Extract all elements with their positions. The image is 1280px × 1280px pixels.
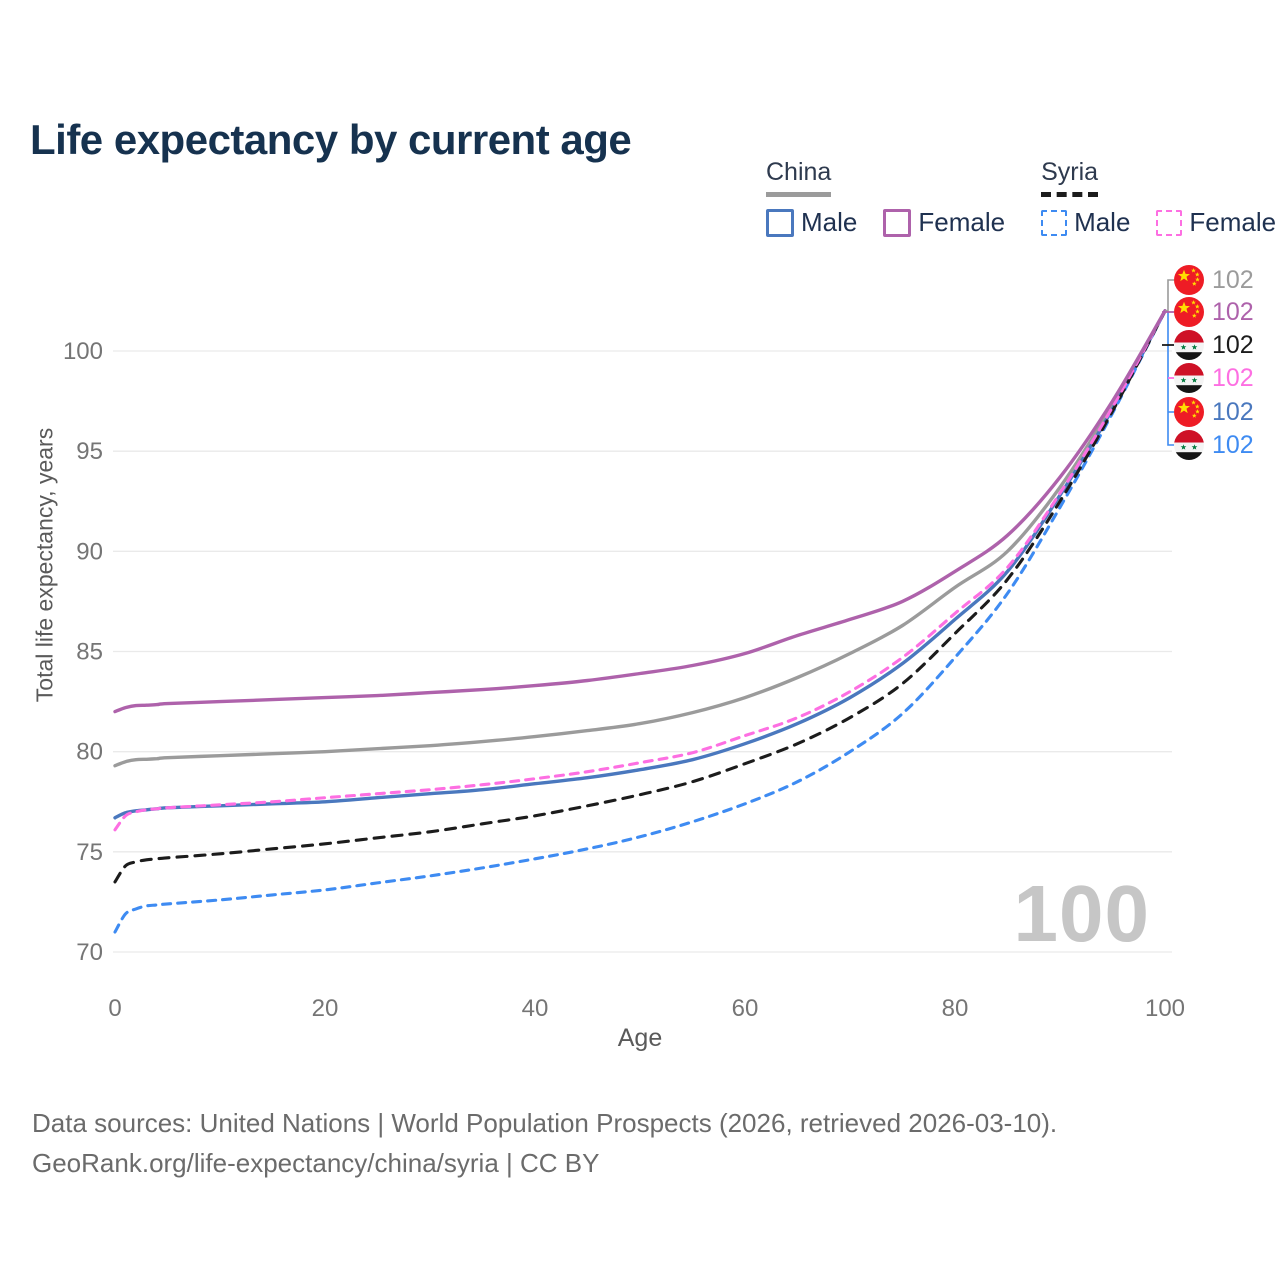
y-tick-label: 95	[76, 438, 103, 465]
leader-line	[1165, 279, 1174, 312]
syria-flag-icon	[1174, 363, 1204, 393]
syria-male-swatch-icon	[1041, 209, 1068, 236]
series-end-value: 102	[1212, 298, 1254, 326]
y-tick-label: 90	[76, 538, 103, 565]
legend-china-label: China	[766, 158, 832, 186]
china-underline	[766, 192, 832, 197]
legend-item-label: Female	[1189, 207, 1277, 237]
china-female-swatch-icon	[883, 208, 912, 237]
series-end-label-syria_all: 102	[1174, 330, 1254, 360]
x-axis-title: Age	[617, 1024, 663, 1052]
legend-item-china-male[interactable]: Male	[766, 207, 857, 238]
china-flag-icon	[1174, 297, 1204, 327]
y-tick-label: 80	[76, 739, 103, 766]
legend-item-label: Female	[918, 207, 1006, 237]
y-tick-label: 100	[63, 338, 103, 365]
series-end-value: 102	[1212, 398, 1254, 426]
legend-syria-items: Male Female	[1041, 207, 1276, 238]
legend-item-syria-male[interactable]: Male	[1041, 207, 1130, 238]
syria-underline	[1041, 192, 1099, 197]
x-tick-label: 20	[312, 995, 339, 1022]
series-end-value: 102	[1212, 431, 1254, 459]
y-axis-title: Total life expectancy, years	[31, 427, 58, 703]
x-tick-label: 80	[942, 995, 969, 1022]
footer-attribution-link[interactable]: GeoRank.org/life-expectancy/china/syria …	[32, 1148, 600, 1178]
series-line-china_male[interactable]	[113, 309, 1167, 820]
x-tick-label: 0	[108, 995, 121, 1022]
legend-group-syria: Syria Male Female	[1041, 158, 1276, 238]
series-line-china_female[interactable]	[113, 309, 1167, 714]
series-end-label-syria_female: 102	[1174, 363, 1254, 393]
series-line-syria_male[interactable]	[113, 309, 1167, 934]
syria-flag-icon	[1174, 430, 1204, 460]
series-end-label-china_all: 102	[1174, 265, 1254, 295]
legend-item-label: Male	[1074, 207, 1131, 237]
x-tick-label: 100	[1145, 995, 1185, 1022]
china-flag-icon	[1174, 265, 1204, 295]
legend: China Male Female Syria Male	[766, 158, 1276, 238]
legend-china-items: Male Female	[766, 207, 1005, 238]
syria-flag-icon	[1174, 330, 1204, 360]
legend-china-title[interactable]: China	[766, 158, 832, 197]
legend-item-china-female[interactable]: Female	[883, 207, 1005, 238]
y-tick-label: 75	[76, 839, 103, 866]
series-line-syria_female[interactable]	[113, 309, 1167, 832]
y-tick-label: 70	[76, 939, 103, 966]
series-end-label-syria_male: 102	[1174, 430, 1254, 460]
series-end-value: 102	[1212, 364, 1254, 392]
legend-syria-label: Syria	[1041, 158, 1099, 186]
series-line-syria_all[interactable]	[113, 309, 1167, 884]
china-flag-icon	[1174, 397, 1204, 427]
series-end-label-china_female: 102	[1174, 297, 1254, 327]
x-tick-label: 60	[732, 995, 759, 1022]
series-line-china_all[interactable]	[113, 309, 1167, 768]
page-title: Life expectancy by current age	[30, 116, 632, 164]
legend-item-syria-female[interactable]: Female	[1156, 207, 1276, 238]
legend-group-china: China Male Female	[766, 158, 1005, 238]
legend-item-label: Male	[801, 207, 858, 237]
syria-female-swatch-icon	[1156, 209, 1183, 236]
age-counter-watermark: 100	[1013, 869, 1150, 958]
series-end-label-china_male: 102	[1174, 397, 1254, 427]
china-male-swatch-icon	[766, 208, 794, 237]
x-tick-label: 40	[522, 995, 549, 1022]
leader-line	[1167, 312, 1174, 446]
series-end-value: 102	[1212, 331, 1254, 359]
y-tick-label: 85	[76, 639, 103, 666]
legend-syria-title[interactable]: Syria	[1041, 158, 1099, 197]
series-end-value: 102	[1212, 266, 1254, 294]
footer-data-sources: Data sources: United Nations | World Pop…	[32, 1108, 1058, 1138]
